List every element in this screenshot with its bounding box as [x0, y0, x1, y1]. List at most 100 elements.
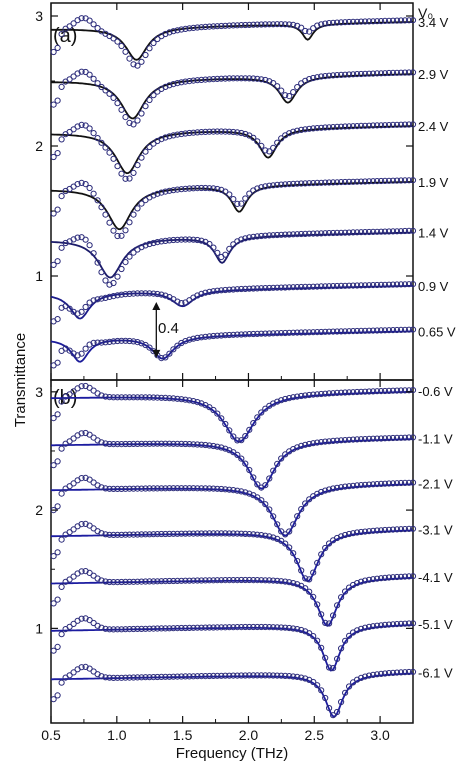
- data-point: [86, 184, 93, 192]
- data-point: [378, 670, 385, 678]
- data-point: [190, 77, 197, 84]
- data-point: [242, 460, 249, 467]
- data-point: [170, 530, 177, 537]
- data-point: [306, 391, 313, 399]
- data-point: [278, 455, 285, 462]
- data-point: [190, 485, 197, 492]
- data-point: [86, 242, 93, 249]
- data-point: [350, 389, 357, 396]
- data-point: [310, 329, 317, 336]
- data-point: [122, 394, 129, 401]
- data-point: [226, 331, 233, 339]
- data-point: [178, 26, 185, 33]
- data-point: [326, 620, 333, 627]
- data-point: [178, 673, 185, 680]
- data-point: [270, 284, 277, 291]
- data-point: [194, 236, 201, 244]
- data-point: [186, 236, 193, 243]
- data-point: [110, 279, 117, 287]
- data-point: [282, 92, 289, 99]
- data-point: [106, 440, 113, 448]
- data-point: [150, 394, 157, 401]
- data-point: [186, 530, 193, 537]
- data-point: [342, 389, 349, 396]
- data-point: [190, 673, 197, 680]
- data-point: [254, 21, 261, 28]
- data-point: [294, 581, 301, 588]
- data-point: [250, 420, 257, 427]
- data-point: [182, 185, 189, 192]
- data-point: [162, 673, 169, 680]
- data-point: [354, 229, 361, 236]
- data-point: [66, 672, 73, 679]
- data-point: [397, 479, 405, 487]
- data-point: [130, 121, 137, 128]
- data-point: [234, 451, 241, 458]
- data-point: [310, 391, 317, 398]
- data-point: [306, 283, 313, 290]
- data-point: [98, 295, 105, 302]
- data-point: [274, 521, 281, 528]
- data-point: [162, 354, 169, 361]
- panel-b-frame: [50, 379, 414, 724]
- data-point: [330, 72, 337, 79]
- data-point: [342, 328, 349, 335]
- data-point: [114, 579, 121, 586]
- data-point: [334, 602, 341, 609]
- data-point: [318, 124, 325, 131]
- data-point: [270, 21, 277, 28]
- data-point: [206, 333, 213, 340]
- data-point: [354, 123, 361, 130]
- data-point: [142, 485, 149, 492]
- data-point: [302, 585, 309, 592]
- data-point: [409, 434, 417, 441]
- data-point: [262, 532, 269, 539]
- data-point: [358, 282, 365, 289]
- data-point: [54, 458, 61, 465]
- data-point: [138, 340, 145, 347]
- data-point: [409, 387, 417, 394]
- data-point: [218, 332, 225, 339]
- data-point: [162, 530, 169, 538]
- data-point: [226, 245, 233, 252]
- data-point: [374, 481, 381, 488]
- data-point: [282, 624, 289, 631]
- data-point: [338, 179, 345, 186]
- data-point: [409, 17, 417, 24]
- data-point: [98, 439, 105, 446]
- data-point: [318, 439, 325, 446]
- data-point: [50, 696, 57, 703]
- data-point: [54, 643, 61, 651]
- data-point: [198, 24, 205, 31]
- data-point: [82, 520, 89, 528]
- data-point: [258, 285, 265, 292]
- y-tick-label: 1: [35, 620, 43, 636]
- data-point: [378, 177, 385, 185]
- data-point: [278, 87, 285, 94]
- data-point: [358, 18, 365, 25]
- data-point: [326, 390, 333, 397]
- data-point: [142, 531, 149, 538]
- data-point: [198, 184, 205, 192]
- data-point: [238, 624, 245, 631]
- data-point: [126, 253, 133, 260]
- data-point: [250, 75, 257, 82]
- data-point: [186, 336, 193, 343]
- data-point: [198, 237, 205, 244]
- data-point: [401, 526, 409, 533]
- y-tick-label: 1: [35, 268, 43, 284]
- data-point: [238, 437, 245, 444]
- data-point: [334, 72, 341, 79]
- data-point: [393, 573, 401, 581]
- data-point: [362, 18, 369, 25]
- data-point: [385, 69, 393, 77]
- data-point: [378, 70, 385, 77]
- data-point: [346, 389, 353, 396]
- data-point: [262, 501, 269, 508]
- data-point: [342, 123, 349, 130]
- data-point: [389, 69, 397, 77]
- data-point: [142, 242, 149, 249]
- data-point: [78, 568, 85, 575]
- data-point: [174, 673, 181, 680]
- data-point: [118, 531, 125, 538]
